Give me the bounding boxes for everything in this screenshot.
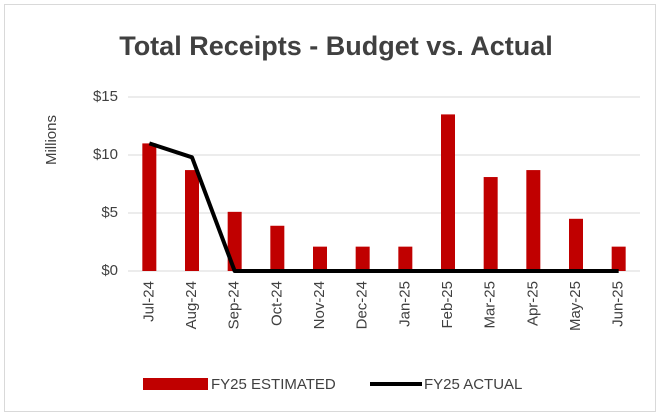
y-axis-label: Millions (43, 115, 60, 165)
bar (441, 114, 455, 272)
chart-title: Total Receipts - Budget vs. Actual (119, 31, 553, 61)
x-tick-label: Apr-25 (524, 281, 541, 326)
x-tick-label: Jun-25 (610, 281, 627, 327)
y-tick-label: $0 (101, 262, 118, 279)
y-tick-label: $15 (93, 88, 118, 105)
x-tick-label: Sep-24 (226, 281, 243, 329)
line (148, 141, 619, 273)
bar (355, 246, 370, 271)
x-tick-label: Mar-25 (482, 281, 499, 329)
x-tick-label: Jan-25 (396, 281, 413, 327)
x-tick-label: Oct-24 (268, 281, 285, 326)
x-tick-label: Jul-24 (140, 281, 157, 322)
legend-label: FY25 ACTUAL (424, 376, 522, 393)
x-tick-label: Feb-25 (439, 281, 456, 329)
bar (270, 225, 285, 271)
bar (185, 170, 199, 271)
y-tick-label: $5 (101, 204, 118, 221)
x-tick-label: Aug-24 (183, 281, 200, 329)
x-tick-label: Nov-24 (311, 281, 328, 329)
legend-swatch (143, 378, 208, 390)
bar (142, 143, 157, 271)
bar (569, 218, 583, 271)
bar (611, 246, 626, 271)
x-tick-label: May-25 (567, 281, 584, 331)
x-tick-label: Dec-24 (354, 281, 371, 329)
bar (398, 246, 413, 271)
chart-border (4, 4, 656, 412)
bar (526, 170, 541, 271)
bar (313, 246, 327, 271)
bar (483, 177, 498, 271)
legend-label: FY25 ESTIMATED (211, 376, 336, 393)
y-tick-label: $10 (93, 146, 118, 163)
